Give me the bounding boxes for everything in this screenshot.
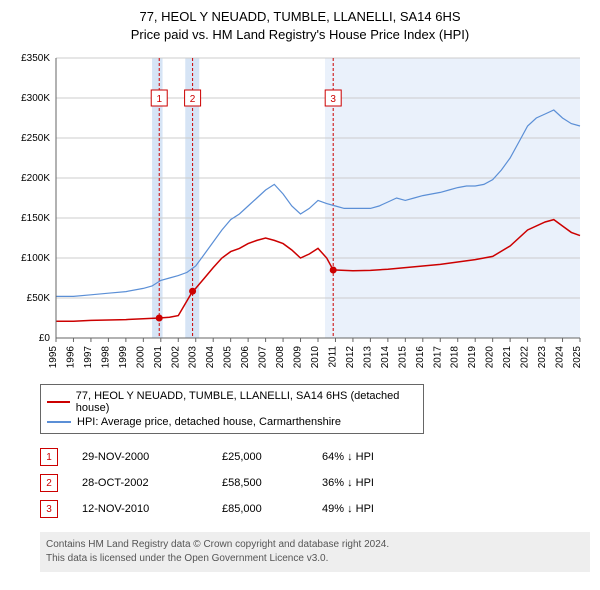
- svg-text:£0: £0: [39, 333, 51, 344]
- svg-text:£300K: £300K: [21, 93, 50, 104]
- svg-text:2004: 2004: [205, 346, 216, 369]
- svg-text:2001: 2001: [153, 346, 164, 369]
- marker-table: 1 29-NOV-2000£25,00064% ↓ HPI 2 28-OCT-2002…: [40, 444, 590, 522]
- svg-text:2009: 2009: [293, 346, 304, 369]
- svg-text:2007: 2007: [258, 346, 269, 369]
- legend: 77, HEOL Y NEUADD, TUMBLE, LLANELLI, SA1…: [40, 384, 424, 434]
- svg-text:2: 2: [190, 94, 196, 105]
- legend-row: HPI: Average price, detached house, Carm…: [47, 415, 417, 429]
- svg-text:1995: 1995: [48, 346, 59, 369]
- svg-text:£350K: £350K: [21, 53, 50, 64]
- svg-text:2006: 2006: [240, 346, 251, 369]
- marker-price: £25,000: [222, 451, 322, 463]
- svg-text:2000: 2000: [135, 346, 146, 369]
- title-block: 77, HEOL Y NEUADD, TUMBLE, LLANELLI, SA1…: [0, 0, 600, 48]
- svg-text:2023: 2023: [537, 346, 548, 369]
- svg-text:2011: 2011: [327, 346, 338, 368]
- marker-num: 2: [40, 474, 58, 492]
- svg-text:2012: 2012: [345, 346, 356, 369]
- svg-text:£150K: £150K: [21, 213, 50, 224]
- svg-text:2005: 2005: [223, 346, 234, 369]
- svg-text:2003: 2003: [188, 346, 199, 369]
- svg-text:2014: 2014: [380, 346, 391, 369]
- marker-num: 3: [40, 500, 58, 518]
- svg-text:3: 3: [330, 94, 336, 105]
- chart: £0 £50K £100K £150K £200K £250K £300K £350K 1995…: [10, 48, 590, 378]
- legend-label: HPI: Average price, detached house, Carm…: [77, 416, 341, 428]
- marker-row: 3 12-NOV-2010£85,00049% ↓ HPI: [40, 496, 590, 522]
- marker-row: 2 28-OCT-2002£58,50036% ↓ HPI: [40, 470, 590, 496]
- legend-row: 77, HEOL Y NEUADD, TUMBLE, LLANELLI, SA1…: [47, 389, 417, 415]
- marker-price: £58,500: [222, 477, 322, 489]
- svg-text:1997: 1997: [83, 346, 94, 369]
- svg-text:2008: 2008: [275, 346, 286, 369]
- marker-date: 12-NOV-2010: [82, 503, 222, 515]
- marker-price: £85,000: [222, 503, 322, 515]
- svg-text:2022: 2022: [520, 346, 531, 369]
- svg-text:1998: 1998: [100, 346, 111, 369]
- legend-swatch: [47, 421, 71, 423]
- svg-text:2025: 2025: [572, 346, 583, 369]
- svg-text:2024: 2024: [555, 346, 566, 369]
- title-subtitle: Price paid vs. HM Land Registry's House …: [0, 26, 600, 44]
- chart-svg: £0 £50K £100K £150K £200K £250K £300K £350K 1995…: [10, 48, 590, 378]
- svg-text:2017: 2017: [432, 346, 443, 369]
- footnote-line1: Contains HM Land Registry data © Crown c…: [46, 538, 584, 552]
- svg-text:£200K: £200K: [21, 173, 50, 184]
- title-address: 77, HEOL Y NEUADD, TUMBLE, LLANELLI, SA1…: [0, 8, 600, 26]
- svg-text:£50K: £50K: [27, 293, 51, 304]
- svg-text:2015: 2015: [397, 346, 408, 369]
- marker-date: 28-OCT-2002: [82, 477, 222, 489]
- marker-hpi: 64% ↓ HPI: [322, 451, 374, 463]
- svg-text:2019: 2019: [467, 346, 478, 369]
- legend-label: 77, HEOL Y NEUADD, TUMBLE, LLANELLI, SA1…: [76, 390, 417, 414]
- marker-row: 1 29-NOV-2000£25,00064% ↓ HPI: [40, 444, 590, 470]
- svg-text:2013: 2013: [362, 346, 373, 369]
- svg-text:2018: 2018: [450, 346, 461, 369]
- svg-text:2021: 2021: [502, 346, 513, 369]
- svg-text:1996: 1996: [65, 346, 76, 369]
- svg-text:£250K: £250K: [21, 133, 50, 144]
- svg-text:2016: 2016: [415, 346, 426, 369]
- svg-text:1999: 1999: [118, 346, 129, 369]
- page-container: 77, HEOL Y NEUADD, TUMBLE, LLANELLI, SA1…: [0, 0, 600, 572]
- marker-num: 1: [40, 448, 58, 466]
- footnote: Contains HM Land Registry data © Crown c…: [40, 532, 590, 572]
- marker-date: 29-NOV-2000: [82, 451, 222, 463]
- svg-text:2010: 2010: [310, 346, 321, 369]
- svg-text:2020: 2020: [485, 346, 496, 369]
- footnote-line2: This data is licensed under the Open Gov…: [46, 552, 584, 566]
- svg-text:2002: 2002: [170, 346, 181, 369]
- marker-hpi: 49% ↓ HPI: [322, 503, 374, 515]
- svg-text:1: 1: [156, 94, 162, 105]
- marker-hpi: 36% ↓ HPI: [322, 477, 374, 489]
- svg-text:£100K: £100K: [21, 253, 50, 264]
- legend-swatch: [47, 401, 70, 403]
